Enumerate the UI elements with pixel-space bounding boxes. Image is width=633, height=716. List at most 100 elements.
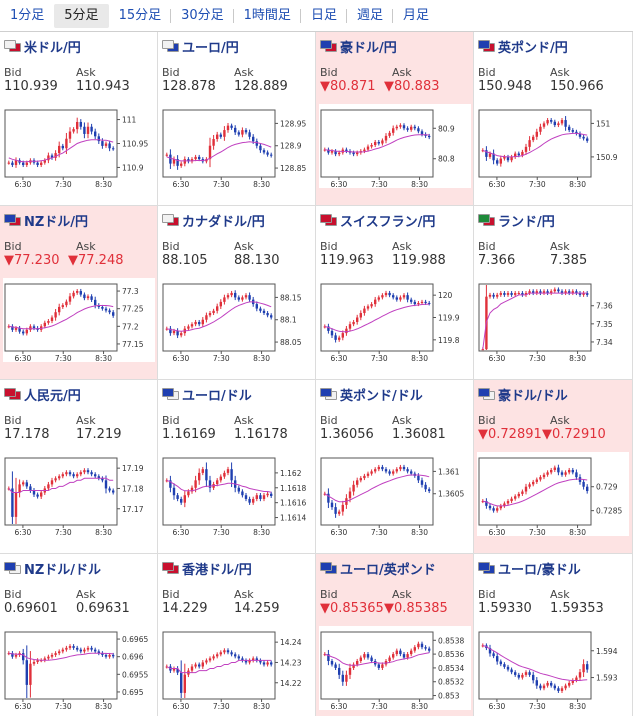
pair-title[interactable]: 香港ドル/円	[162, 559, 252, 578]
pair-title[interactable]: 英ポンド/円	[478, 37, 568, 56]
candle-body	[428, 648, 431, 651]
mini-chart[interactable]: 128.95 128.9 128.85 6:30 7:30 8:30	[161, 104, 313, 188]
mini-chart[interactable]: 88.15 88.1 88.05 6:30 7:30 8:30	[161, 278, 313, 362]
rate-panel-eur-aud[interactable]: ユーロ/豪ドル Bid Ask 1.59330 1.59353 1.594 1.593 6:3…	[474, 554, 633, 716]
rate-panel-nzd-jpy[interactable]: NZドル/円 Bid Ask ▼77.230 ▼77.248 77.3 77.25 77.2 7…	[0, 206, 158, 380]
rate-panel-hkd-jpy[interactable]: 香港ドル/円 Bid Ask 14.229 14.259 14.24 14.23 14.22 6…	[158, 554, 316, 716]
pair-title[interactable]: ユーロ/ドル	[162, 385, 252, 404]
mini-chart[interactable]: 1.594 1.593 6:30 7:30 8:30	[477, 626, 629, 710]
mini-chart[interactable]: 0.729 0.7285 6:30 7:30 8:30	[477, 452, 629, 536]
rate-panel-gbp-usd[interactable]: 英ポンド/ドル Bid Ask 1.36056 1.36081 1.361 1.3605 6:…	[316, 380, 474, 554]
pair-name[interactable]: ランド/円	[498, 214, 555, 230]
pair-title[interactable]: 豪ドル/ドル	[478, 385, 568, 404]
mini-chart[interactable]: 120 119.9 119.8 6:30 7:30 8:30	[319, 278, 471, 362]
tab-1hour[interactable]: 1時間足	[234, 4, 302, 28]
pair-title[interactable]: スイスフラン/円	[320, 211, 436, 230]
candle-body	[568, 126, 571, 131]
pair-name[interactable]: NZドル/円	[24, 214, 89, 230]
rate-panel-eur-usd[interactable]: ユーロ/ドル Bid Ask 1.16169 1.16178 1.162 1.1618 1.1…	[158, 380, 316, 554]
tab-30min[interactable]: 30分足	[171, 4, 234, 28]
rate-panel-usd-jpy[interactable]: 米ドル/円 Bid Ask 110.939 110.943 111 110.95 110.9 6…	[0, 32, 158, 206]
pair-name[interactable]: 人民元/円	[24, 388, 81, 404]
rate-panel-chf-jpy[interactable]: スイスフラン/円 Bid Ask 119.963 119.988 120 119.9 119.…	[316, 206, 474, 380]
candle-body	[68, 472, 72, 475]
candle-body	[524, 486, 528, 492]
candle-body	[535, 680, 538, 686]
pair-title[interactable]: 英ポンド/ドル	[320, 385, 423, 404]
tab-monthly[interactable]: 月足	[402, 8, 429, 23]
candle-body	[410, 650, 413, 655]
mini-chart[interactable]: 17.19 17.18 17.17 6:30 7:30 8:30	[3, 452, 155, 536]
pair-title[interactable]: ユーロ/英ポンド	[320, 559, 436, 578]
pair-title[interactable]: 人民元/円	[4, 385, 81, 404]
candle-body	[366, 473, 370, 476]
candle-body	[363, 475, 366, 479]
rate-panel-zar-jpy[interactable]: ランド/円 Bid Ask 7.366 7.385 7.36 7.35 7.34 6:30 7:3…	[474, 206, 633, 380]
pair-name[interactable]: ユーロ/円	[182, 40, 239, 56]
mini-chart[interactable]: 111 110.95 110.9 6:30 7:30 8:30	[3, 104, 155, 188]
candle-body	[237, 297, 240, 300]
pair-title[interactable]: ユーロ/豪ドル	[478, 559, 581, 578]
rate-panel-cad-jpy[interactable]: カナダドル/円 Bid Ask 88.105 88.130 88.15 88.1 88.05 6…	[158, 206, 316, 380]
pair-title[interactable]: NZドル/円	[4, 211, 89, 230]
pair-name[interactable]: 英ポンド/円	[498, 40, 568, 56]
y-tick-label: 0.6965	[122, 635, 148, 644]
pair-title[interactable]: カナダドル/円	[162, 211, 265, 230]
rate-panel-eur-jpy[interactable]: ユーロ/円 Bid Ask 128.878 128.889 128.95 128.9 128.…	[158, 32, 316, 206]
tab-daily[interactable]: 日足	[301, 4, 347, 28]
mini-chart[interactable]: 0.6965 0.696 0.6955 0.695 6:30 7:30 8:30	[3, 626, 155, 710]
x-tick-label: 8:30	[253, 180, 270, 188]
mini-chart[interactable]: 77.3 77.25 77.2 77.15 6:30 7:30 8:30	[3, 278, 155, 362]
candle-body	[169, 154, 172, 164]
mini-chart[interactable]: 1.361 1.3605 6:30 7:30 8:30	[319, 452, 471, 536]
pair-name[interactable]: ユーロ/ドル	[182, 388, 252, 404]
bid-value: ▼0.72891	[478, 427, 542, 442]
tab-weekly[interactable]: 週足	[347, 4, 393, 28]
candle-body	[180, 333, 183, 336]
rate-panel-nzd-usd[interactable]: NZドル/ドル Bid Ask 0.69601 0.69631 0.6965 0.696 0.…	[0, 554, 158, 716]
pair-name[interactable]: ユーロ/豪ドル	[498, 562, 581, 578]
candle-body	[237, 487, 240, 492]
pair-name[interactable]: スイスフラン/円	[340, 214, 436, 230]
pair-title[interactable]: 豪ドル/円	[320, 37, 397, 56]
pair-name[interactable]: NZドル/ドル	[24, 562, 102, 578]
pair-title[interactable]: NZドル/ドル	[4, 559, 102, 578]
rate-panel-aud-jpy[interactable]: 豪ドル/円 Bid Ask ▼80.871 ▼80.883 80.9 80.8 6:30 7:3…	[316, 32, 474, 206]
currency-flags-icon	[320, 562, 338, 574]
pair-name[interactable]: 米ドル/円	[24, 40, 81, 56]
pair-name[interactable]: 豪ドル/円	[340, 40, 397, 56]
pair-name[interactable]: 英ポンド/ドル	[340, 388, 423, 404]
mini-chart[interactable]: 1.162 1.1618 1.1616 1.1614 6:30 7:30 8:30	[161, 452, 313, 536]
candlestick-chart: 0.729 0.7285 6:30 7:30 8:30	[478, 457, 622, 536]
candle-body	[503, 293, 506, 295]
pair-name[interactable]: 香港ドル/円	[182, 562, 252, 578]
pair-title[interactable]: ランド/円	[478, 211, 555, 230]
pair-name[interactable]: ユーロ/英ポンド	[340, 562, 436, 578]
rate-panel-cny-jpy[interactable]: 人民元/円 Bid Ask 17.178 17.219 17.19 17.18 17.17 6:…	[0, 380, 158, 554]
tab-1min[interactable]: 1分足	[10, 8, 45, 23]
tab-15min[interactable]: 15分足	[109, 4, 172, 28]
ask-label: Ask	[76, 66, 96, 79]
pair-name[interactable]: 豪ドル/ドル	[498, 388, 568, 404]
pair-name[interactable]: カナダドル/円	[182, 214, 265, 230]
x-tick-label: 6:30	[14, 528, 31, 536]
mini-chart[interactable]: 7.36 7.35 7.34 6:30 7:30 8:30	[477, 278, 629, 362]
mini-chart[interactable]: 80.9 80.8 6:30 7:30 8:30	[319, 104, 471, 188]
pair-title[interactable]: 米ドル/円	[4, 37, 81, 56]
mini-chart[interactable]: 14.24 14.23 14.22 6:30 7:30 8:30	[161, 626, 313, 710]
ask-value: ▼0.72910	[542, 427, 606, 442]
candle-body	[165, 154, 168, 156]
candle-body	[356, 480, 359, 485]
tab-5min[interactable]: 5分足	[54, 4, 109, 28]
candle-body	[517, 674, 520, 678]
rate-panel-aud-usd[interactable]: 豪ドル/ドル Bid Ask ▼0.72891 ▼0.72910 0.729 0.7285 6…	[474, 380, 633, 554]
mini-chart[interactable]: 0.8538 0.8536 0.8534 0.8532 0.853 6:30 7:30 8:3…	[319, 626, 471, 710]
pair-title[interactable]: ユーロ/円	[162, 37, 239, 56]
currency-flags-icon	[162, 40, 180, 52]
mini-chart[interactable]: 151 150.9 6:30 7:30 8:30	[477, 104, 629, 188]
rate-panel-gbp-jpy[interactable]: 英ポンド/円 Bid Ask 150.948 150.966 151 150.9 6:30 7:…	[474, 32, 633, 206]
bid-number: 77.230	[14, 253, 60, 268]
rate-panel-eur-gbp[interactable]: ユーロ/英ポンド Bid Ask ▼0.85365 ▼0.85385 0.8538 0.85…	[316, 554, 474, 716]
candle-body	[230, 125, 233, 128]
candle-body	[553, 467, 556, 470]
